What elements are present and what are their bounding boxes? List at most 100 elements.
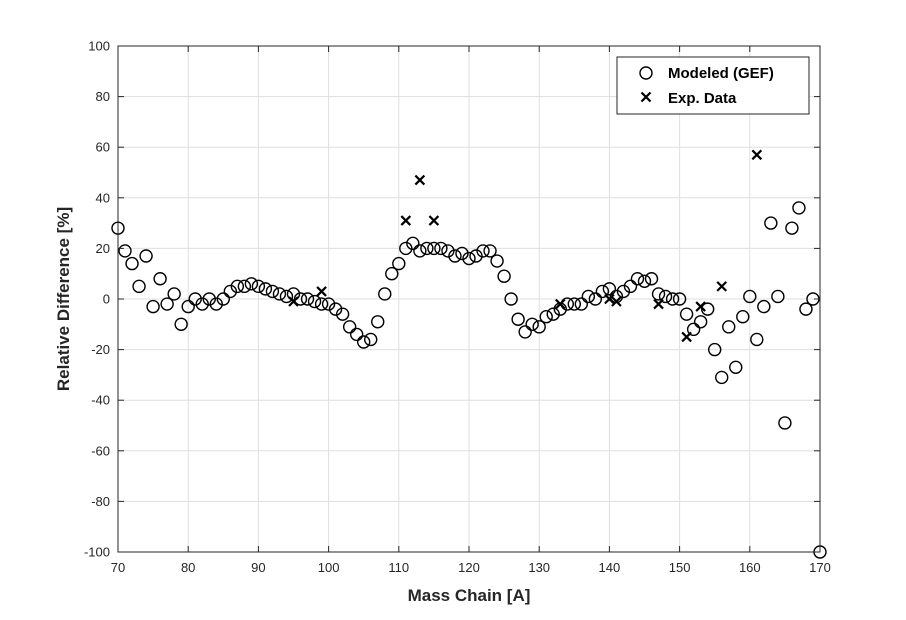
modeled-point	[532, 320, 546, 334]
modeled-point	[174, 317, 188, 331]
modeled-point	[371, 315, 385, 329]
modeled-point	[581, 289, 596, 304]
modeled-point	[413, 244, 427, 258]
x-axis-title: Mass Chain [A]	[408, 586, 531, 605]
x-tick-label: 90	[251, 560, 265, 575]
exp-data-point	[554, 298, 566, 310]
modeled-point	[483, 244, 497, 258]
modeled-point	[399, 241, 413, 256]
x-tick-label: 110	[388, 560, 409, 575]
modeled-point	[490, 254, 504, 268]
modeled-point	[406, 236, 420, 251]
modeled-point	[539, 310, 553, 324]
modeled-point	[125, 256, 139, 271]
modeled-point	[658, 289, 673, 304]
modeled-point	[209, 297, 223, 311]
modeled-point	[279, 289, 294, 304]
modeled-point	[665, 292, 680, 306]
exp-data-point	[288, 296, 299, 307]
modeled-point	[567, 297, 581, 311]
modeled-point	[146, 299, 160, 314]
legend-circle-marker	[639, 66, 653, 80]
y-tick-label: -80	[91, 494, 110, 509]
modeled-point	[476, 244, 490, 258]
exp-data-point	[695, 301, 706, 312]
exp-data-point	[716, 281, 727, 292]
modeled-point	[434, 241, 448, 256]
modeled-point	[462, 251, 476, 266]
modeled-point	[335, 307, 350, 321]
y-tick-label: -40	[91, 393, 110, 408]
modeled-point	[265, 284, 280, 299]
modeled-point	[181, 299, 195, 314]
modeled-point	[427, 241, 441, 256]
modeled-point	[441, 244, 455, 258]
modeled-point	[736, 310, 750, 324]
modeled-point	[237, 279, 252, 294]
modeled-point	[623, 279, 638, 294]
modeled-point	[216, 292, 231, 306]
modeled-point	[743, 289, 757, 304]
y-tick-label: 80	[96, 89, 110, 104]
modeled-point	[644, 272, 659, 286]
modeled-point	[244, 277, 259, 291]
y-tick-label: 20	[96, 241, 110, 256]
data-layer	[111, 149, 827, 559]
legend-x-marker	[640, 91, 652, 103]
modeled-point	[651, 287, 666, 301]
modeled-point	[188, 292, 202, 306]
x-tick-label: 80	[181, 560, 195, 575]
modeled-point	[258, 282, 273, 296]
modeled-point	[223, 284, 238, 299]
x-tick-label: 170	[809, 560, 831, 575]
modeled-point	[167, 287, 181, 301]
y-tick-label: -60	[91, 443, 110, 458]
modeled-point	[321, 297, 336, 311]
exp-data-point	[316, 286, 327, 297]
modeled-point	[722, 320, 736, 334]
exp-data-point	[653, 298, 664, 310]
exp-data-point	[604, 293, 615, 305]
y-tick-label: 60	[96, 140, 110, 155]
modeled-point	[392, 256, 406, 271]
modeled-point	[349, 327, 364, 342]
modeled-point	[672, 292, 687, 306]
exp-data-point	[400, 215, 412, 226]
modeled-point	[715, 370, 729, 385]
x-tick-label: 130	[528, 560, 550, 575]
modeled-point	[511, 312, 525, 326]
modeled-point	[342, 320, 357, 334]
modeled-point	[497, 269, 511, 283]
modeled-point	[469, 249, 483, 263]
x-tick-label: 100	[318, 560, 340, 575]
exp-data-point	[414, 174, 426, 186]
legend-label-exp: Exp. Data	[668, 90, 737, 107]
y-tick-label: -100	[84, 545, 110, 560]
modeled-point	[546, 307, 560, 321]
exp-data-point	[428, 215, 440, 226]
modeled-point	[251, 279, 266, 294]
x-tick-label: 120	[458, 560, 480, 575]
modeled-point	[708, 342, 722, 357]
modeled-point	[525, 317, 539, 331]
modeled-point	[357, 335, 371, 349]
modeled-point	[153, 272, 167, 286]
modeled-point	[364, 332, 378, 347]
modeled-point	[785, 221, 799, 235]
modeled-point	[504, 292, 518, 306]
modeled-point	[139, 249, 153, 263]
x-tick-label: 70	[111, 560, 125, 575]
ticks: 70 80 90 100 110 120 130 140 150 160 170 100 80 60 40 2…	[84, 39, 831, 576]
modeled-point	[448, 249, 462, 263]
modeled-point	[314, 297, 329, 311]
y-tick-label: 100	[88, 39, 110, 54]
modeled-point	[792, 201, 806, 215]
modeled-point	[328, 302, 343, 316]
modeled-point	[286, 287, 301, 301]
modeled-point	[729, 360, 743, 375]
exp-data-point	[751, 149, 763, 161]
y-axis-title: Relative Difference [%]	[54, 207, 73, 391]
modeled-point	[307, 294, 322, 309]
modeled-point	[300, 292, 315, 306]
